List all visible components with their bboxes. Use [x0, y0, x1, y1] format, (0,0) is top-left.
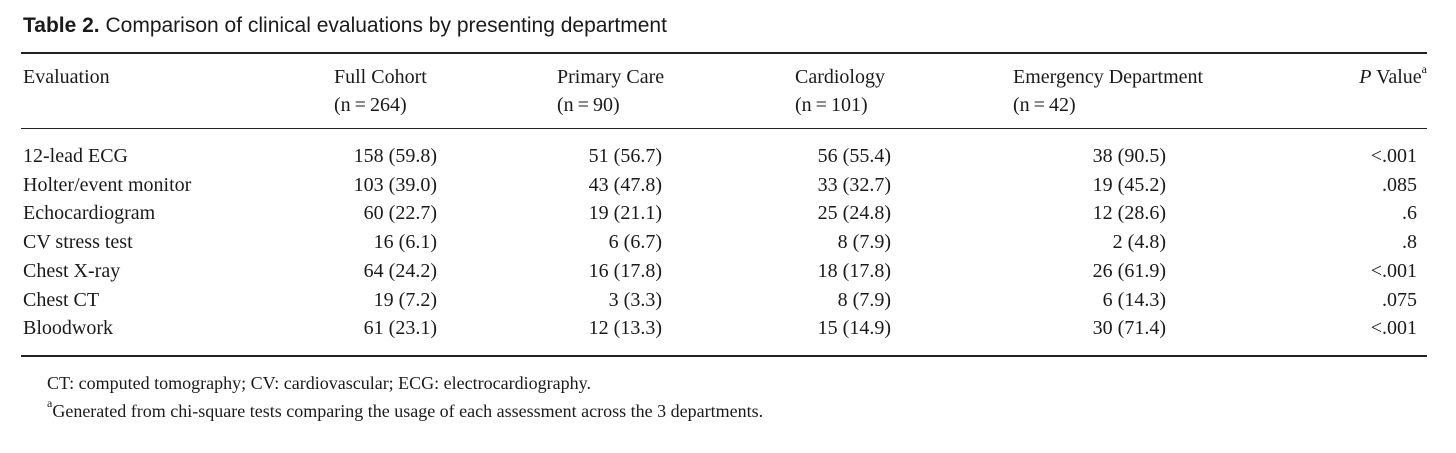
table-row: 12-lead ECG 158 (59.8) 51 (56.7) 56 (55.4) 3… [0, 142, 1456, 171]
table-row: Echocardiogram 60 (22.7) 19 (21.1) 25 (24.8… [0, 199, 1456, 228]
cell-p-value: .085 [1382, 173, 1417, 196]
cell-p-value: .8 [1402, 231, 1417, 254]
cell-cardiology: 18 (17.8) [817, 259, 891, 282]
footnote-a-text: Generated from chi-square tests comparin… [52, 401, 764, 421]
header-p-value: P Valuea [1359, 63, 1427, 91]
cell-emergency-department: 2 (4.8) [1112, 231, 1166, 254]
cell-evaluation: Bloodwork [23, 317, 113, 340]
table-row: Chest CT 19 (7.2) 3 (3.3) 8 (7.9) 6 (14.3) .0… [0, 286, 1456, 315]
footnote-a-marker: a [47, 396, 53, 410]
cell-full-cohort: 16 (6.1) [373, 231, 437, 254]
table-bottom-rule [21, 355, 1427, 357]
cell-primary-care: 3 (3.3) [608, 288, 662, 311]
cell-cardiology: 25 (24.8) [817, 202, 891, 225]
header-full-cohort-name: Full Cohort [334, 66, 427, 88]
cell-full-cohort: 158 (59.8) [353, 145, 437, 167]
cell-cardiology: 15 (14.9) [817, 317, 891, 340]
header-emergency-name: Emergency Department [1013, 66, 1204, 88]
table-row: Bloodwork 61 (23.1) 12 (13.3) 15 (14.9) 30 (… [0, 314, 1456, 343]
header-full-cohort-n: (n = 264) [334, 94, 407, 116]
cell-cardiology: 56 (55.4) [817, 145, 891, 167]
cell-emergency-department: 12 (28.6) [1092, 202, 1166, 225]
footnote-abbreviations: CT: computed tomography; CV: cardiovascu… [47, 373, 591, 393]
cell-full-cohort: 19 (7.2) [373, 288, 437, 311]
cell-cardiology: 33 (32.7) [817, 173, 891, 196]
cell-cardiology: 8 (7.9) [837, 288, 891, 311]
cell-evaluation: CV stress test [23, 231, 133, 254]
cell-emergency-department: 19 (45.2) [1092, 173, 1166, 196]
header-emergency-n: (n = 42) [1013, 94, 1076, 116]
cell-full-cohort: 64 (24.2) [363, 259, 437, 282]
cell-primary-care: 12 (13.3) [588, 317, 662, 340]
table-top-rule [21, 52, 1427, 54]
cell-evaluation: Echocardiogram [23, 202, 156, 225]
cell-primary-care: 43 (47.8) [588, 173, 662, 196]
cell-p-value: <.001 [1370, 145, 1417, 167]
header-primary-care-name: Primary Care [557, 66, 665, 88]
header-cardiology: Cardiology (n = 101) [795, 63, 885, 119]
header-evaluation: Evaluation [23, 66, 110, 88]
table-caption: Table 2. Comparison of clinical evaluati… [23, 14, 667, 38]
cell-p-value: <.001 [1370, 317, 1417, 340]
cell-evaluation: 12-lead ECG [23, 145, 128, 167]
cell-p-value: .075 [1382, 288, 1417, 311]
cell-evaluation: Holter/event monitor [23, 173, 192, 196]
table-row: CV stress test 16 (6.1) 6 (6.7) 8 (7.9) 2 (4… [0, 228, 1456, 257]
cell-full-cohort: 103 (39.0) [353, 173, 437, 196]
cell-emergency-department: 30 (71.4) [1092, 317, 1166, 340]
cell-p-value: <.001 [1370, 259, 1417, 282]
header-emergency-department: Emergency Department (n = 42) [1013, 63, 1203, 119]
cell-cardiology: 8 (7.9) [837, 231, 891, 254]
cell-evaluation: Chest X-ray [23, 259, 121, 282]
footnote-a: aGenerated from chi-square tests compari… [47, 397, 764, 422]
cell-emergency-department: 26 (61.9) [1092, 259, 1166, 282]
table-row: Holter/event monitor 103 (39.0) 43 (47.8) 3… [0, 171, 1456, 200]
cell-p-value: .6 [1402, 202, 1417, 225]
table-caption-label: Table 2. [23, 14, 100, 37]
cell-primary-care: 19 (21.1) [588, 202, 662, 225]
cell-full-cohort: 61 (23.1) [363, 317, 437, 340]
header-p-value-footnote-marker: a [1421, 62, 1427, 77]
header-p-value-italic: P [1359, 66, 1372, 88]
cell-evaluation: Chest CT [23, 288, 100, 311]
cell-primary-care: 51 (56.7) [588, 145, 662, 167]
header-full-cohort: Full Cohort (n = 264) [334, 63, 427, 119]
table-header-rule [21, 128, 1427, 129]
cell-emergency-department: 38 (90.5) [1092, 145, 1166, 167]
table-row: Chest X-ray 64 (24.2) 16 (17.8) 18 (17.8) 26… [0, 257, 1456, 286]
header-p-value-text: Value [1371, 66, 1422, 88]
header-cardiology-n: (n = 101) [795, 94, 868, 116]
header-primary-care-n: (n = 90) [557, 94, 620, 116]
cell-full-cohort: 60 (22.7) [363, 202, 437, 225]
header-primary-care: Primary Care (n = 90) [557, 63, 664, 119]
cell-primary-care: 16 (17.8) [588, 259, 662, 282]
cell-emergency-department: 6 (14.3) [1102, 288, 1166, 311]
cell-primary-care: 6 (6.7) [608, 231, 662, 254]
table-caption-text: Comparison of clinical evaluations by pr… [99, 14, 667, 37]
header-cardiology-name: Cardiology [795, 66, 885, 88]
